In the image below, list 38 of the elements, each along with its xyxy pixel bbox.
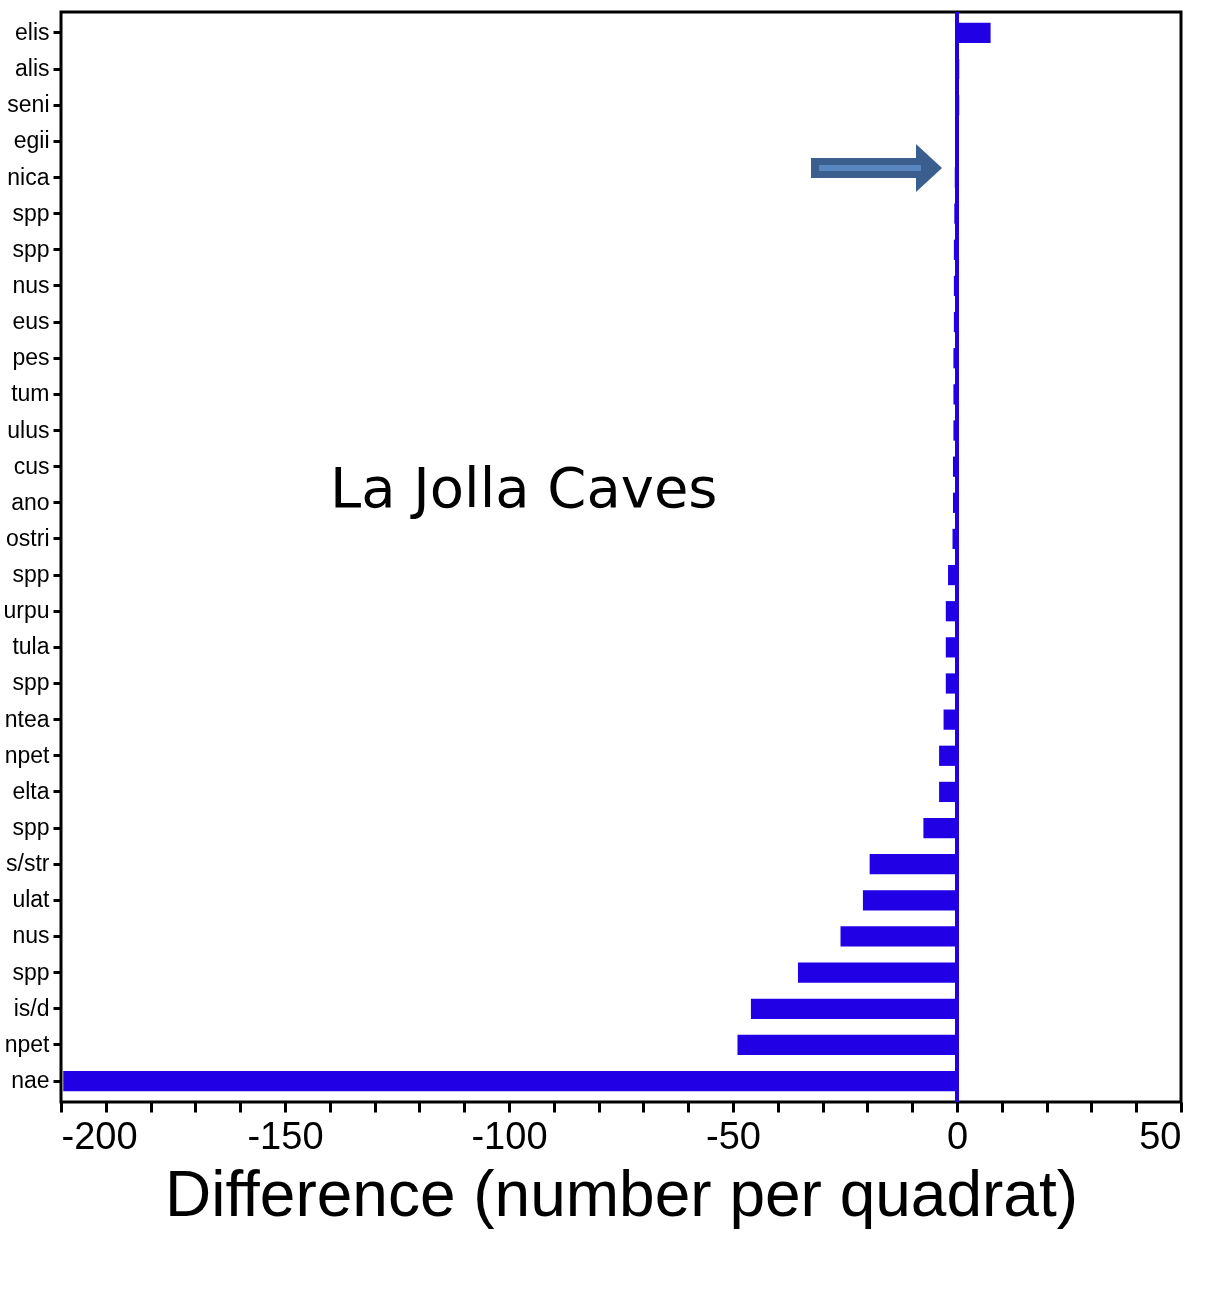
y-tick-label: nus [12,271,50,298]
y-tick-label: nus [12,922,50,949]
y-tick-label: nica [7,163,50,190]
y-tick-label: is/d [13,994,50,1021]
y-tick-label: spp [12,958,50,985]
y-tick-label: egii [13,127,50,154]
y-tick-label: alis [14,55,50,82]
y-tick-label: elis [14,18,50,45]
x-tick-label: -200 [61,1114,138,1157]
y-tick-label: ulus [7,416,50,443]
x-tick-label: -50 [706,1114,761,1157]
y-tick-label: spp [12,561,50,588]
y-tick-label: ostri [6,524,50,551]
y-tick-label: spp [12,199,50,226]
y-tick-label: npet [4,741,51,768]
y-tick-label: npet [4,1030,51,1057]
y-tick-label: urpu [3,597,50,624]
y-tick-label: seni [7,91,50,118]
y-tick-label: cus [13,452,50,479]
x-tick-label: -100 [471,1114,548,1157]
y-tick-label: s/str [6,850,50,877]
y-tick-label: nae [11,1067,50,1094]
y-tick-label: elta [12,777,50,804]
y-tick-label: tum [11,380,50,407]
x-tick-label: 50 [1139,1114,1182,1157]
x-tick-label: -150 [247,1114,324,1157]
x-axis-title: Difference (number per quadrat) [164,1157,1079,1230]
x-tick-label: 0 [946,1114,969,1157]
y-tick-label: eus [12,308,50,335]
annotation: La Jolla Caves [330,455,718,520]
y-tick-label: tula [12,633,50,660]
y-tick-label: ulat [12,886,51,913]
y-tick-label: spp [12,669,50,696]
y-tick-label: spp [12,235,50,262]
y-tick-label: spp [12,814,50,841]
y-tick-label: pes [12,344,50,371]
y-tick-label: ano [11,488,50,515]
y-tick-label: ntea [4,705,50,732]
